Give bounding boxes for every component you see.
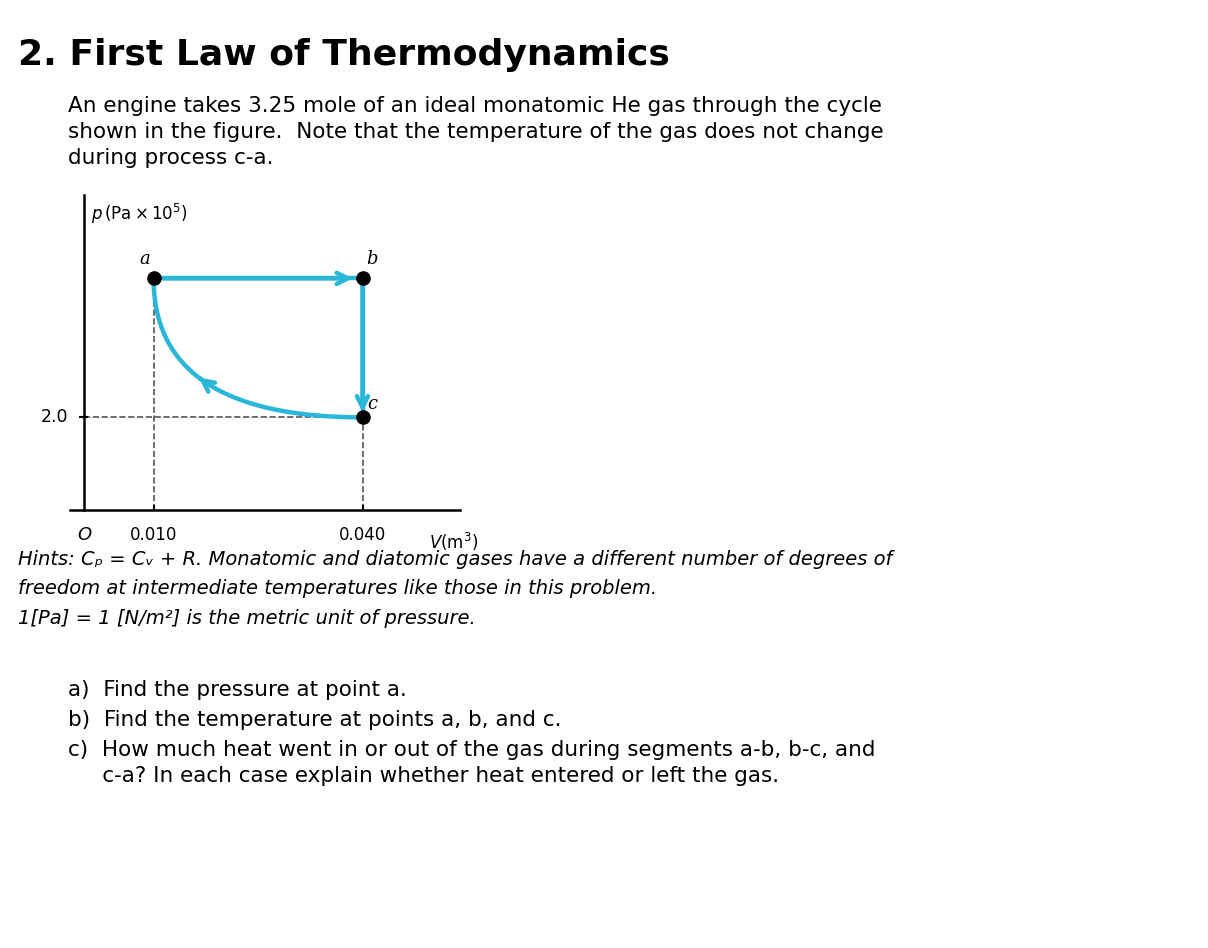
Text: c-a? In each case explain whether heat entered or left the gas.: c-a? In each case explain whether heat e… [68,766,779,786]
Point [353,271,372,286]
Text: Hints: Cₚ = Cᵥ + R. Monatomic and diatomic gases have a different number of degr: Hints: Cₚ = Cᵥ + R. Monatomic and diatom… [18,550,893,628]
Text: $V(\mathrm{m}^3)$: $V(\mathrm{m}^3)$ [429,531,478,553]
Point [353,410,372,425]
Text: b: b [366,250,377,268]
Text: shown in the figure.  Note that the temperature of the gas does not change: shown in the figure. Note that the tempe… [68,122,883,142]
Point [144,271,163,286]
Text: 0.010: 0.010 [130,526,178,544]
Text: 0.040: 0.040 [339,526,387,544]
Text: 2.0: 2.0 [41,409,69,427]
Text: c: c [367,394,378,412]
Text: c)  How much heat went in or out of the gas during segments a-b, b-c, and: c) How much heat went in or out of the g… [68,740,876,760]
Text: 2. First Law of Thermodynamics: 2. First Law of Thermodynamics [18,38,670,72]
Text: O: O [77,526,91,544]
Text: a: a [139,250,150,268]
Text: An engine takes 3.25 mole of an ideal monatomic He gas through the cycle: An engine takes 3.25 mole of an ideal mo… [68,96,882,116]
Text: a)  Find the pressure at point a.: a) Find the pressure at point a. [68,680,407,700]
Text: b)  Find the temperature at points a, b, and c.: b) Find the temperature at points a, b, … [68,710,562,730]
Text: $p\,(\mathrm{Pa} \times 10^5)$: $p\,(\mathrm{Pa} \times 10^5)$ [91,202,187,226]
Text: during process c-a.: during process c-a. [68,148,273,168]
